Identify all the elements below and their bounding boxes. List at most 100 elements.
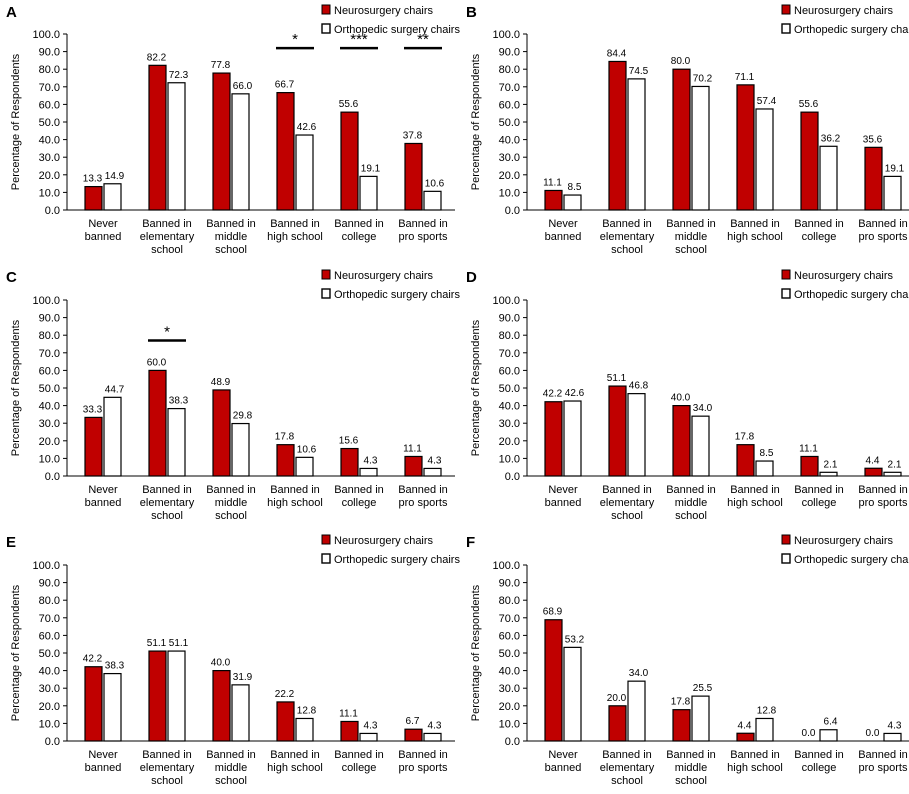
panel-letter: B <box>466 4 477 21</box>
bar-orthopedic <box>691 85 710 211</box>
data-label-orthopedic: 70.2 <box>693 73 713 84</box>
bar-neurosurgery <box>340 111 359 211</box>
data-label-neurosurgery: 17.8 <box>671 697 691 708</box>
x-tick-label: school <box>151 510 183 522</box>
bar-neurosurgery <box>84 185 103 211</box>
x-tick-label: college <box>342 497 377 509</box>
y-tick-label: 10.0 <box>499 718 520 730</box>
y-tick-label: 20.0 <box>499 170 520 182</box>
bar-orthopedic <box>755 717 774 742</box>
x-tick-label: pro sports <box>859 231 908 243</box>
x-tick-label: Banned in <box>794 749 844 761</box>
x-tick-label: banned <box>545 497 582 509</box>
x-tick-label: school <box>675 510 707 522</box>
data-label-orthopedic: 19.1 <box>885 163 905 174</box>
bar-orthopedic <box>359 467 378 477</box>
bar-neurosurgery <box>212 389 231 477</box>
x-tick-label: Banned in <box>270 218 320 230</box>
y-tick-label: 60.0 <box>499 365 520 377</box>
data-label-neurosurgery: 51.1 <box>147 638 167 649</box>
x-tick-label: Banned in <box>334 484 384 496</box>
x-tick-label: elementary <box>600 762 655 774</box>
y-axis-label: Percentage of Respondents <box>10 53 22 190</box>
y-tick-label: 70.0 <box>499 613 520 625</box>
data-label-neurosurgery: 42.2 <box>83 654 103 665</box>
x-tick-label: Banned in <box>794 218 844 230</box>
bar-orthopedic <box>883 732 902 742</box>
x-tick-label: middle <box>215 231 247 243</box>
y-tick-label: 40.0 <box>499 666 520 678</box>
y-tick-label: 70.0 <box>499 82 520 94</box>
y-tick-label: 80.0 <box>39 330 60 342</box>
legend: Neurosurgery chairs Orthopedic surgery ch… <box>321 4 460 36</box>
y-tick-label: 80.0 <box>39 595 60 607</box>
panel-letter: A <box>6 4 17 21</box>
legend-swatch-neurosurgery <box>321 534 331 545</box>
y-tick-label: 20.0 <box>39 701 60 713</box>
bar-orthopedic <box>883 175 902 211</box>
panel-letter: F <box>466 534 475 551</box>
data-label-orthopedic: 2.1 <box>824 459 838 470</box>
x-tick-label: middle <box>675 762 707 774</box>
data-label-neurosurgery: 55.6 <box>339 99 359 110</box>
data-label-neurosurgery: 13.3 <box>83 174 103 185</box>
x-tick-label: Banned in <box>142 218 192 230</box>
x-tick-label: Banned in <box>858 749 908 761</box>
data-label-orthopedic: 42.6 <box>297 122 317 133</box>
bar-neurosurgery <box>212 72 231 211</box>
y-tick-label: 10.0 <box>499 453 520 465</box>
significance-marker: *** <box>340 31 378 50</box>
data-label-orthopedic: 29.8 <box>233 411 253 422</box>
legend-swatch-neurosurgery <box>781 4 791 15</box>
legend: Neurosurgery chairs Orthopedic surgery ch… <box>321 269 460 301</box>
panel-d: D Percentage of Respondents 0.0 10.0 20.0 30.… <box>466 269 909 522</box>
significance-label: * <box>164 323 170 340</box>
x-tick-label: school <box>675 244 707 256</box>
significance-marker: * <box>276 31 314 50</box>
data-label-neurosurgery: 42.2 <box>543 389 563 400</box>
bar-orthopedic <box>167 407 186 477</box>
y-tick-label: 90.0 <box>499 47 520 59</box>
x-tick-label: Banned in <box>206 749 256 761</box>
x-tick-label: Banned in <box>398 218 448 230</box>
bar-orthopedic <box>359 732 378 742</box>
x-tick-label: Never <box>88 484 118 496</box>
x-tick-label: Banned in <box>206 484 256 496</box>
y-tick-label: 60.0 <box>39 365 60 377</box>
data-label-neurosurgery: 11.1 <box>799 443 818 454</box>
bar-neurosurgery <box>736 444 755 477</box>
y-tick-label: 40.0 <box>499 135 520 147</box>
panel-b: B Percentage of Respondents 0.0 10.0 20.0 30.… <box>466 4 909 256</box>
x-tick-label: high school <box>727 497 783 509</box>
y-tick-label: 100.0 <box>32 29 60 41</box>
legend-label-neurosurgery: Neurosurgery chairs <box>334 535 434 547</box>
bar-neurosurgery <box>84 416 103 477</box>
x-tick-label: school <box>611 244 643 256</box>
data-label-neurosurgery: 71.1 <box>735 72 755 83</box>
panel-e: E Percentage of Respondents 0.0 10.0 20.0 30.… <box>6 534 460 787</box>
x-tick-label: Banned in <box>398 484 448 496</box>
y-tick-label: 70.0 <box>499 348 520 360</box>
data-label-orthopedic: 44.7 <box>105 384 125 395</box>
y-tick-label: 90.0 <box>39 578 60 590</box>
data-label-orthopedic: 74.5 <box>629 66 649 77</box>
y-tick-label: 50.0 <box>499 117 520 129</box>
bar-orthopedic <box>359 175 378 211</box>
y-tick-label: 0.0 <box>505 205 520 217</box>
y-tick-label: 50.0 <box>39 117 60 129</box>
panel-a: A Percentage of Respondents 0.0 10.0 20.0 30.… <box>6 4 460 256</box>
x-tick-label: Banned in <box>334 218 384 230</box>
bar-neurosurgery <box>672 709 691 742</box>
legend: Neurosurgery chairs Orthopedic surgery ch… <box>781 4 909 36</box>
x-tick-label: Banned in <box>270 749 320 761</box>
bar-neurosurgery <box>608 705 627 742</box>
data-label-neurosurgery: 11.1 <box>543 177 562 188</box>
legend-swatch-neurosurgery <box>321 269 331 280</box>
x-tick-label: college <box>802 231 837 243</box>
